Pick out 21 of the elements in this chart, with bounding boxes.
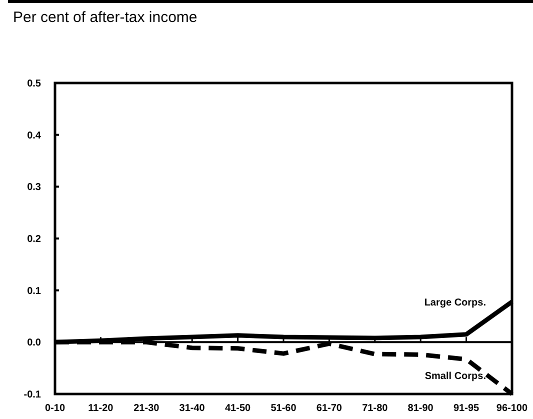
x-tick-label: 91-95	[454, 403, 480, 414]
x-tick-label: 41-50	[225, 403, 252, 414]
series-label: Small Corps.	[424, 371, 486, 382]
x-tick-label: 81-90	[408, 403, 434, 414]
series-label: Large Corps.	[424, 298, 486, 309]
x-tick-label: 71-80	[362, 403, 388, 414]
y-tick-label: 0.5	[27, 78, 42, 90]
y-tick-label: -0.1	[24, 390, 42, 400]
x-tick-label: 51-60	[270, 403, 297, 414]
chart-title: Per cent of after-tax income	[13, 9, 198, 26]
y-tick-label: 0.2	[27, 234, 42, 245]
x-tick-label: 96-100	[496, 403, 528, 414]
x-tick-label: 61-70	[316, 403, 342, 414]
x-tick-label: 0-10	[44, 403, 66, 414]
x-tick-label: 31-40	[179, 403, 206, 414]
x-tick-label: 11-20	[88, 403, 114, 414]
y-tick-label: 0.0	[27, 338, 42, 349]
y-tick-label: 0.1	[27, 286, 42, 297]
y-tick-label: 0.3	[27, 182, 42, 194]
x-tick-label: 21-30	[134, 403, 160, 414]
y-tick-label: 0.4	[27, 130, 42, 142]
